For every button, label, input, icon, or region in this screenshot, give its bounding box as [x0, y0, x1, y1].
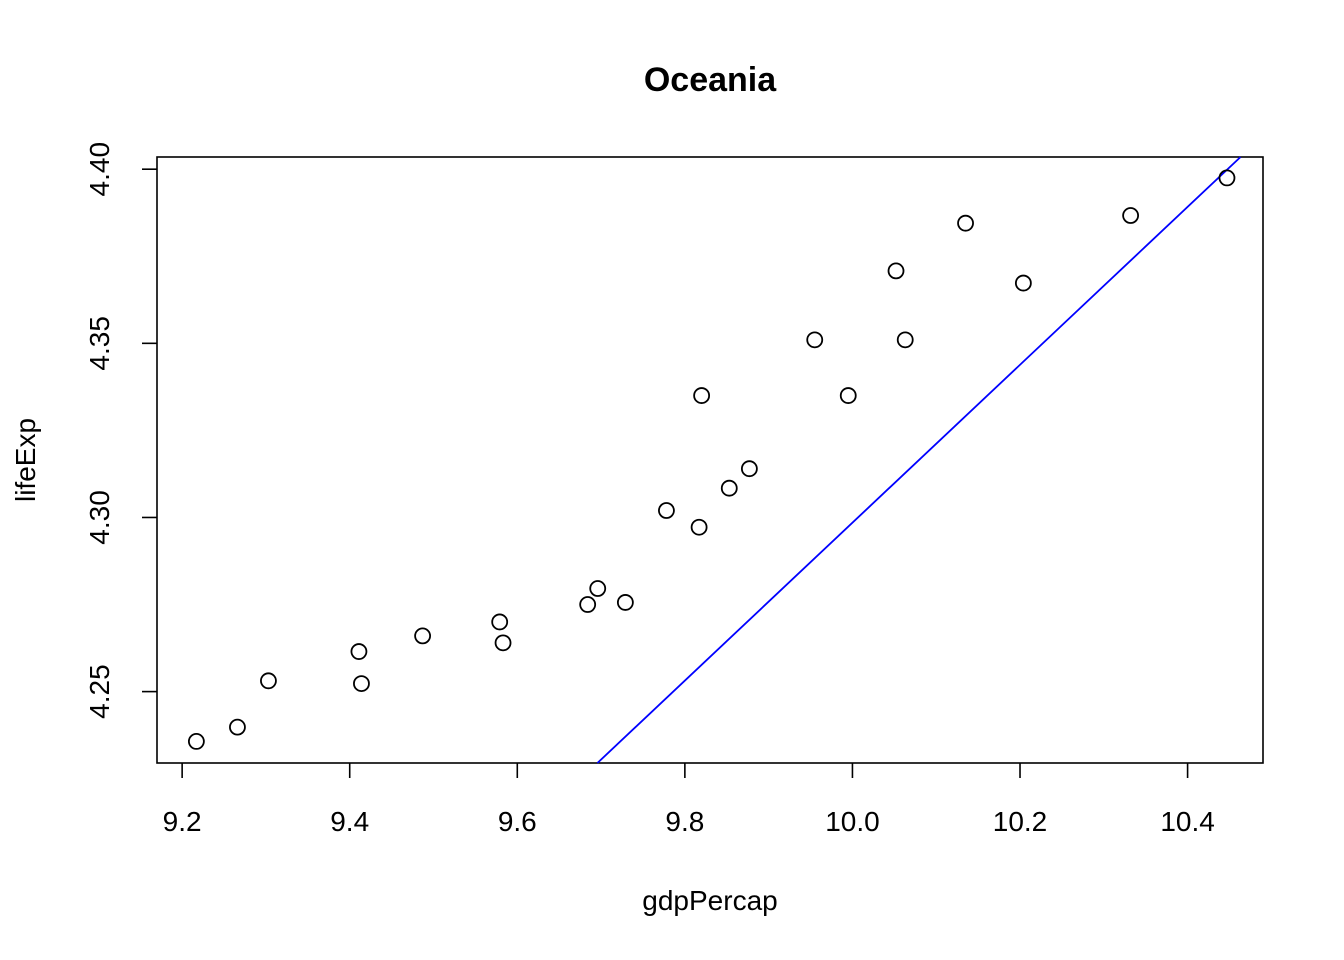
x-tick-label: 10.2 — [993, 806, 1048, 837]
data-point — [494, 634, 512, 652]
y-tick-label: 4.30 — [84, 490, 115, 545]
data-point — [579, 596, 597, 613]
data-point — [839, 387, 857, 404]
data-point — [693, 387, 711, 404]
data-point — [887, 262, 905, 280]
y-axis: 4.25 4.30 4.35 4.40 — [84, 142, 157, 719]
y-tick-label: 4.35 — [84, 316, 115, 371]
data-point — [589, 580, 607, 597]
x-tick-label: 10.0 — [825, 806, 880, 837]
x-axis: 9.2 9.4 9.6 9.8 10.0 10.2 10.4 — [163, 763, 1215, 837]
data-point — [740, 460, 758, 478]
data-point — [353, 675, 370, 692]
regression-line-group — [596, 156, 1242, 764]
data-point — [491, 613, 509, 631]
x-axis-label: gdpPercap — [642, 885, 777, 916]
data-point — [896, 331, 914, 349]
data-point — [1122, 207, 1140, 224]
data-point — [616, 594, 634, 611]
y-tick-label: 4.40 — [84, 142, 115, 197]
data-point — [229, 718, 246, 736]
x-tick-label: 10.4 — [1160, 806, 1215, 837]
data-point — [690, 518, 708, 536]
data-point — [260, 672, 277, 690]
data-point — [658, 502, 675, 519]
plot-frame — [156, 156, 1264, 764]
y-axis-label: lifeExp — [10, 418, 41, 502]
data-point — [720, 479, 738, 497]
chart-title: Oceania — [644, 61, 777, 99]
regression-line — [596, 156, 1242, 764]
data-point — [414, 627, 432, 645]
x-tick-label: 9.6 — [498, 806, 537, 837]
data-points-group — [187, 169, 1236, 750]
y-tick-label: 4.25 — [84, 664, 115, 719]
data-point — [1218, 169, 1236, 187]
data-point — [1014, 274, 1032, 292]
x-tick-label: 9.4 — [330, 806, 369, 837]
x-tick-label: 9.8 — [665, 806, 704, 837]
data-point — [187, 733, 205, 750]
data-point — [350, 643, 368, 660]
x-tick-label: 9.2 — [163, 806, 202, 837]
data-point — [957, 214, 974, 232]
data-point — [806, 331, 824, 349]
